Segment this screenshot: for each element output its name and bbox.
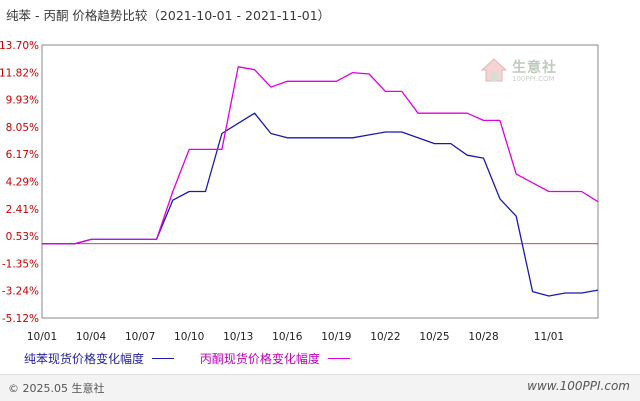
x-tick-label: 10/22 bbox=[370, 331, 400, 343]
y-tick-label: 13.70% bbox=[0, 40, 39, 52]
x-tick-labels: 10/01 10/04 10/07 10/10 10/13 10/16 10/19 10/22… bbox=[27, 331, 564, 343]
x-tick-label: 10/16 bbox=[272, 331, 303, 343]
x-tick-label: 10/04 bbox=[76, 331, 107, 343]
y-tick-label: -5.12% bbox=[2, 313, 39, 325]
y-tick-label: 6.17% bbox=[6, 149, 39, 161]
y-tick-label: 2.41% bbox=[6, 204, 39, 216]
legend-swatch-benzene bbox=[152, 358, 175, 359]
x-tick-label: 10/28 bbox=[468, 331, 498, 343]
site-link[interactable]: www.100PPI.com bbox=[527, 379, 630, 393]
y-tick-label: 0.53% bbox=[6, 231, 39, 243]
watermark-brand: 生意社 bbox=[512, 60, 557, 76]
plot-area bbox=[41, 44, 599, 319]
y-tick-label: 11.82% bbox=[0, 67, 39, 79]
y-tick-label: 9.93% bbox=[6, 95, 39, 107]
y-tick-label: -3.24% bbox=[2, 286, 39, 298]
axes bbox=[41, 44, 599, 319]
y-tick-label: 4.29% bbox=[6, 177, 39, 189]
y-tick-labels: 13.70% 11.82% 9.93% 8.05% 6.17% 4.29% 2.41% 0.5… bbox=[0, 40, 39, 325]
house-logo-icon bbox=[480, 58, 508, 82]
legend-item-acetone: 丙酮现货价格变化幅度 bbox=[200, 350, 350, 367]
series-lines bbox=[42, 66, 599, 297]
watermark-url: 100PPI.COM bbox=[512, 75, 555, 83]
x-tick-label: 10/01 bbox=[27, 331, 57, 343]
y-tick-label: -1.35% bbox=[2, 258, 39, 270]
series-line-benzene bbox=[42, 112, 599, 297]
series-line-acetone bbox=[42, 66, 599, 245]
y-tick-label: 8.05% bbox=[6, 122, 39, 134]
x-tick-label: 10/13 bbox=[223, 331, 253, 343]
x-tick-label: 11/01 bbox=[534, 331, 564, 343]
copyright-text: © 2025.05 生意社 bbox=[8, 382, 105, 395]
footer: © 2025.05 生意社 www.100PPI.com bbox=[0, 374, 640, 401]
x-tick-label: 10/07 bbox=[125, 331, 155, 343]
watermark: 生意社 100PPI.COM bbox=[480, 55, 580, 95]
legend-label-acetone: 丙酮现货价格变化幅度 bbox=[199, 352, 320, 366]
x-tick-label: 10/10 bbox=[174, 331, 204, 343]
legend-label-benzene: 纯苯现货价格变化幅度 bbox=[24, 352, 145, 366]
x-tick-label: 10/19 bbox=[321, 331, 351, 343]
legend: 纯苯现货价格变化幅度 丙酮现货价格变化幅度 bbox=[24, 350, 372, 367]
legend-swatch-acetone bbox=[327, 358, 350, 359]
x-tick-label: 10/25 bbox=[419, 331, 449, 343]
chart-title: 纯苯 - 丙酮 价格趋势比较（2021-10-01 - 2021-11-01） bbox=[6, 8, 331, 23]
legend-item-benzene: 纯苯现货价格变化幅度 bbox=[24, 350, 175, 367]
